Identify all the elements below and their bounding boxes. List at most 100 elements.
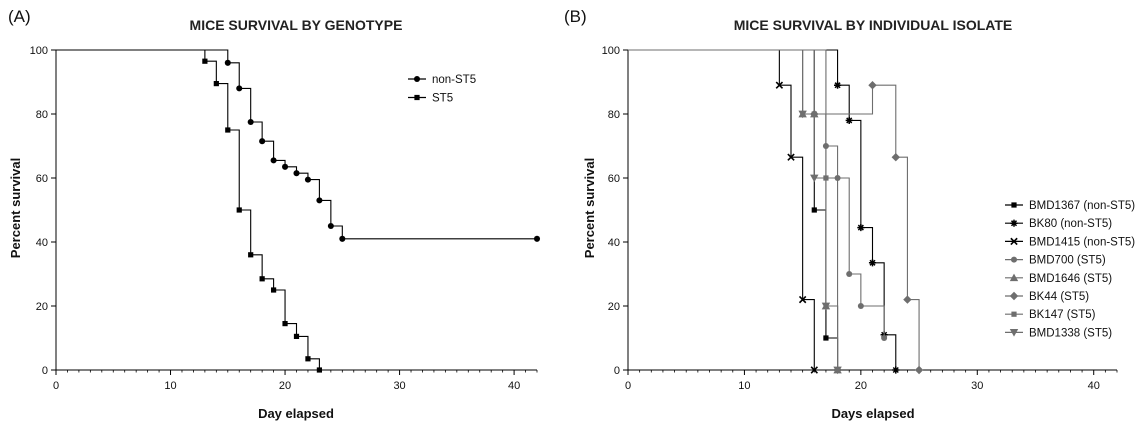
data-point-bmd1338-st5 (810, 174, 819, 183)
data-point-st5 (202, 58, 208, 64)
data-point-non-st5 (282, 163, 289, 170)
data-point-bk44-st5 (891, 153, 900, 162)
data-point-non-st5 (247, 118, 254, 126)
data-point-bk80-non-st5 (868, 259, 877, 267)
series-bmd1646-st5 (628, 49, 842, 374)
legend-item-bk44-st5: BK44 (ST5) (1005, 291, 1089, 303)
data-point-bmd1338-st5 (821, 302, 831, 311)
legend-label: BMD1338 (ST5) (1029, 327, 1112, 339)
legend-marker-bmd700-st5 (1010, 256, 1018, 263)
data-point-st5 (259, 276, 265, 282)
data-point-bmd700-st5 (846, 270, 853, 278)
series-non-st5 (56, 49, 541, 242)
legend-label: non-ST5 (432, 74, 476, 86)
panel-b-label: (B) (564, 7, 587, 26)
y-tick-label: 100 (30, 45, 48, 57)
x-tick-label: 10 (164, 380, 176, 392)
x-tick-label: 40 (1088, 380, 1100, 392)
legend-label: BMD700 (ST5) (1029, 255, 1106, 267)
data-point-bk44-st5 (914, 365, 924, 375)
legend-label: ST5 (432, 93, 453, 105)
panel-a-y-axis-title: Percent survival (8, 158, 23, 258)
series-bmd1338-st5 (628, 49, 842, 375)
data-point-non-st5 (270, 157, 277, 164)
data-point-st5 (293, 333, 300, 340)
series-line-bk80-non-st5 (628, 49, 897, 370)
data-point-non-st5 (327, 222, 334, 230)
panel-b-series (628, 49, 924, 375)
legend-label: BK80 (non-ST5) (1029, 218, 1112, 230)
legend-marker-bk80-non-st5 (1010, 219, 1018, 227)
data-point-bk80-non-st5 (857, 224, 865, 232)
series-bk147-st5 (628, 49, 841, 373)
legend-item-bmd700-st5: BMD700 (ST5) (1005, 255, 1106, 267)
panel-a-title: MICE SURVIVAL BY GENOTYPE (190, 17, 403, 33)
legend-item-bk80-non-st5: BK80 (non-ST5) (1005, 218, 1112, 230)
legend-marker-bmd1338-st5 (1009, 329, 1019, 337)
panel-b-title: MICE SURVIVAL BY INDIVIDUAL ISOLATE (734, 17, 1012, 33)
y-tick-label: 60 (608, 173, 620, 185)
legend-item-bmd1646-st5: BMD1646 (ST5) (1005, 273, 1112, 285)
series-line-bk147-st5 (628, 49, 839, 370)
legend-item-non-st5: non-ST5 (408, 74, 476, 86)
x-tick-label: 20 (279, 380, 291, 392)
data-point-bmd1367-non-st5 (811, 207, 817, 213)
series-line-non-st5 (56, 49, 537, 240)
x-tick-label: 40 (508, 380, 520, 392)
data-point-bmd700-st5 (881, 334, 888, 342)
y-tick-label: 100 (602, 45, 620, 57)
legend-marker-bmd1646-st5 (1009, 273, 1019, 282)
data-point-st5 (236, 207, 242, 213)
data-point-bmd1367-non-st5 (823, 335, 829, 341)
data-point-non-st5 (316, 197, 323, 204)
legend-label: BMD1415 (non-ST5) (1029, 236, 1135, 248)
panel-a-legend: non-ST5 ST5 (408, 74, 476, 105)
data-point-non-st5 (293, 170, 300, 177)
y-tick-label: 40 (36, 237, 48, 249)
legend-label: BMD1646 (ST5) (1029, 273, 1112, 285)
x-tick-label: 0 (625, 380, 631, 392)
legend-marker-bmd1415-non-st5 (1010, 237, 1018, 246)
data-point-st5 (270, 287, 277, 293)
series-line-bk44-st5 (628, 49, 920, 370)
legend-item-bk147-st5: BK147 (ST5) (1005, 309, 1096, 321)
legend-item-bmd1415-non-st5: BMD1415 (non-ST5) (1005, 236, 1135, 248)
data-point-st5 (282, 320, 288, 327)
data-point-st5 (213, 80, 219, 87)
data-point-bmd1338-st5 (798, 110, 807, 119)
y-tick-label: 40 (608, 237, 620, 249)
data-point-bmd1415-non-st5 (810, 366, 819, 374)
panel-a-series (56, 49, 541, 373)
data-point-bk44-st5 (868, 81, 877, 90)
series-bmd1367-non-st5 (628, 49, 841, 373)
series-bk80-non-st5 (628, 49, 900, 374)
legend-marker-bmd1367-non-st5 (1011, 202, 1017, 208)
data-point-non-st5 (236, 85, 243, 92)
data-point-bmd1415-non-st5 (798, 295, 807, 304)
panel-b: (B) MICE SURVIVAL BY INDIVIDUAL ISOLATE … (564, 7, 1135, 421)
legend-marker-non-st5 (413, 75, 421, 83)
data-point-non-st5 (533, 235, 541, 242)
series-line-st5 (56, 49, 320, 370)
data-point-bmd700-st5 (857, 302, 864, 310)
series-line-bmd700-st5 (628, 49, 885, 338)
legend-marker-st5 (414, 94, 420, 101)
data-point-bk80-non-st5 (845, 116, 853, 124)
data-point-bmd1338-st5 (833, 366, 842, 375)
panel-a: (A) MICE SURVIVAL BY GENOTYPE Percent su… (8, 7, 541, 421)
series-line-bmd1367-non-st5 (628, 49, 839, 370)
series-line-bmd1338-st5 (628, 49, 839, 370)
series-bk44-st5 (628, 49, 924, 375)
legend-label: BK44 (ST5) (1029, 291, 1089, 303)
y-tick-label: 80 (608, 109, 620, 121)
data-point-st5 (305, 356, 311, 362)
y-tick-label: 0 (614, 365, 620, 377)
x-tick-label: 20 (855, 380, 867, 392)
series-st5 (56, 49, 323, 373)
panel-b-y-axis-title: Percent survival (582, 158, 597, 258)
data-point-non-st5 (259, 138, 266, 145)
panel-b-x-axis-title: Days elapsed (831, 406, 914, 421)
panel-b-legend: BMD1367 (non-ST5) BK80 (non-ST5) BMD1415 (… (1005, 200, 1135, 339)
data-point-bk80-non-st5 (834, 81, 842, 89)
